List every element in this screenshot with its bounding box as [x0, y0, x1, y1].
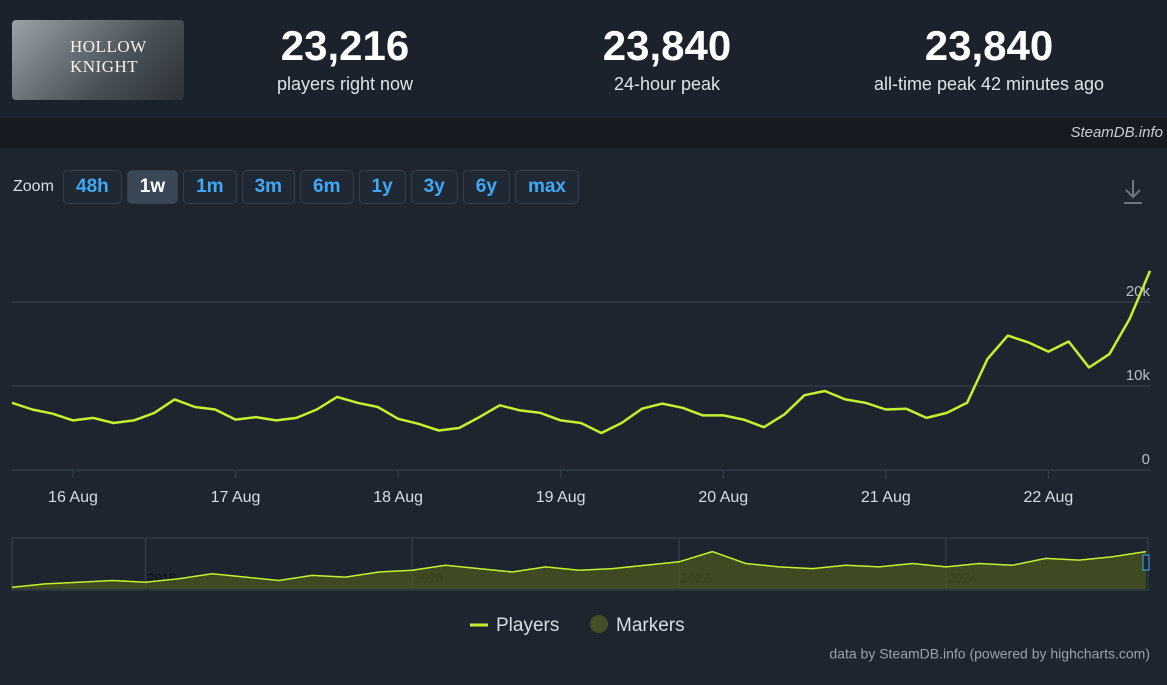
x-tick-label: 18 Aug — [373, 489, 423, 506]
legend-swatch — [590, 615, 608, 633]
zoom-buttons: 48h 1w 1m 3m 6m 1y 3y 6y max — [63, 170, 579, 204]
download-icon[interactable] — [1124, 180, 1142, 204]
x-tick-label: 21 Aug — [861, 489, 911, 506]
zoom-button[interactable]: 6m — [300, 170, 354, 204]
zoom-button[interactable]: 1w — [126, 170, 179, 204]
stat-value: 23,216 — [280, 22, 410, 69]
site-link[interactable]: SteamDB.info — [1070, 124, 1163, 141]
legend-label[interactable]: Players — [496, 615, 559, 636]
x-tick-label: 17 Aug — [211, 489, 261, 506]
zoom-button[interactable]: 3m — [241, 170, 296, 204]
header: HOLLOW KNIGHT 23,216 players right now 23… — [0, 0, 1167, 118]
stat: 23,840 24-hour peak — [507, 22, 827, 95]
divider-strip — [0, 118, 1167, 148]
line — [11, 270, 1152, 435]
zoom-button[interactable]: 1m — [183, 170, 237, 204]
zoom-button[interactable]: 6y — [462, 170, 510, 204]
x-tick-label: 22 Aug — [1023, 489, 1073, 506]
stat: 23,216 players right now — [185, 22, 505, 95]
y-tick-label: 10k — [1126, 367, 1151, 384]
zoom-button[interactable]: 3y — [410, 170, 458, 204]
navigator-handle[interactable] — [1142, 554, 1150, 571]
legend-label[interactable]: Markers — [616, 615, 685, 636]
stat-value: 23,840 — [924, 22, 1054, 69]
x-tick-label: 20 Aug — [698, 489, 748, 506]
stat-value: 23,840 — [602, 22, 732, 69]
y-tick-label: 0 — [1142, 451, 1150, 468]
x-tick-label: 16 Aug — [48, 489, 98, 506]
zoom-button[interactable]: 48h — [63, 170, 122, 204]
game-logo[interactable]: HOLLOW KNIGHT — [12, 20, 184, 100]
stat-label: 24-hour peak — [613, 74, 721, 94]
zoom-label: Zoom — [13, 178, 54, 195]
credit: data by SteamDB.info (powered by highcha… — [829, 646, 1150, 662]
navigator-line — [11, 550, 1147, 589]
stat-label: players right now — [276, 74, 414, 94]
game-logo-text: HOLLOW KNIGHT — [70, 37, 147, 76]
stat: 23,840 all-time peak 42 minutes ago — [829, 22, 1149, 95]
zoom-button[interactable]: max — [514, 170, 579, 204]
x-tick-label: 19 Aug — [536, 489, 586, 506]
stat-label: all-time peak 42 minutes ago — [873, 74, 1105, 94]
zoom-button[interactable]: 1y — [358, 170, 406, 204]
